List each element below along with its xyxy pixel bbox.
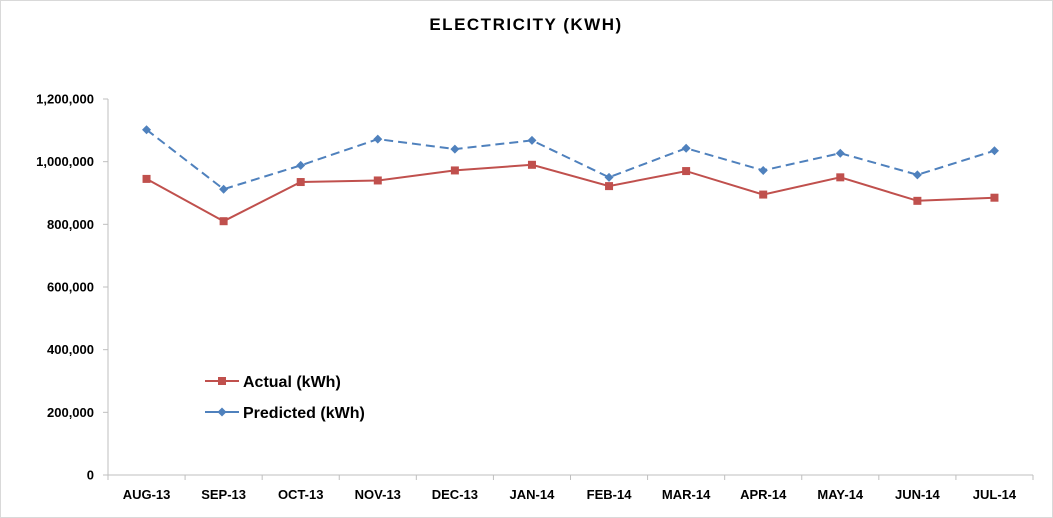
y-tick-label: 1,200,000: [36, 92, 94, 107]
data-point: [604, 172, 614, 182]
data-point: [296, 178, 305, 187]
series-layer: [142, 125, 999, 226]
series-actual: [142, 160, 999, 226]
x-tick-label: SEP-13: [201, 487, 246, 502]
data-point: [142, 174, 151, 183]
x-tick-label: JUL-14: [973, 487, 1017, 502]
legend-label: Predicted (kWh): [243, 405, 365, 422]
legend-marker: [218, 377, 226, 385]
series-line: [145, 128, 995, 191]
y-tick-label: 200,000: [47, 405, 94, 420]
data-point: [759, 190, 768, 199]
y-tick-label: 0: [87, 468, 94, 483]
data-point: [682, 167, 691, 176]
data-point: [912, 170, 922, 180]
data-point: [681, 143, 691, 153]
data-point: [989, 146, 999, 156]
data-point: [913, 196, 922, 205]
legend-label: Actual (kWh): [243, 374, 341, 391]
x-tick-label: APR-14: [740, 487, 787, 502]
y-tick-label: 800,000: [47, 217, 94, 232]
series-line: [146, 163, 995, 223]
axes: 0 200,000 400,000 600,000 800,000 1,000,000 1,…: [36, 92, 1034, 502]
data-point: [373, 176, 382, 185]
legend-item: Actual (kWh): [205, 374, 341, 391]
x-tick-label: JAN-14: [510, 487, 556, 502]
legend-marker: [217, 407, 227, 417]
data-point: [142, 125, 152, 135]
chart-title: ELECTRICITY (KWH): [429, 15, 622, 34]
legend-item: Predicted (kWh): [205, 405, 365, 422]
data-point: [990, 193, 999, 202]
x-tick-label: AUG-13: [123, 487, 171, 502]
data-point: [527, 160, 536, 169]
x-tick-label: MAR-14: [662, 487, 711, 502]
data-point: [373, 134, 383, 144]
y-tick-label: 400,000: [47, 342, 94, 357]
y-tick-label: 1,000,000: [36, 154, 94, 169]
data-point: [450, 144, 460, 154]
x-tick-label: NOV-13: [355, 487, 401, 502]
x-tick-label: MAY-14: [817, 487, 864, 502]
data-point: [527, 135, 537, 145]
data-point: [605, 182, 614, 191]
data-point: [836, 173, 845, 182]
legend: Actual (kWh) Predicted (kWh): [205, 374, 365, 422]
data-point: [219, 184, 229, 194]
series-predicted: [142, 125, 999, 194]
x-tick-label: DEC-13: [432, 487, 478, 502]
x-tick-label: FEB-14: [587, 487, 633, 502]
x-tick-label: OCT-13: [278, 487, 324, 502]
data-point: [296, 160, 306, 170]
y-tick-label: 600,000: [47, 280, 94, 295]
data-point: [835, 148, 845, 158]
data-point: [758, 165, 768, 175]
data-point: [219, 217, 228, 226]
data-point: [450, 166, 459, 175]
x-tick-label: JUN-14: [895, 487, 941, 502]
